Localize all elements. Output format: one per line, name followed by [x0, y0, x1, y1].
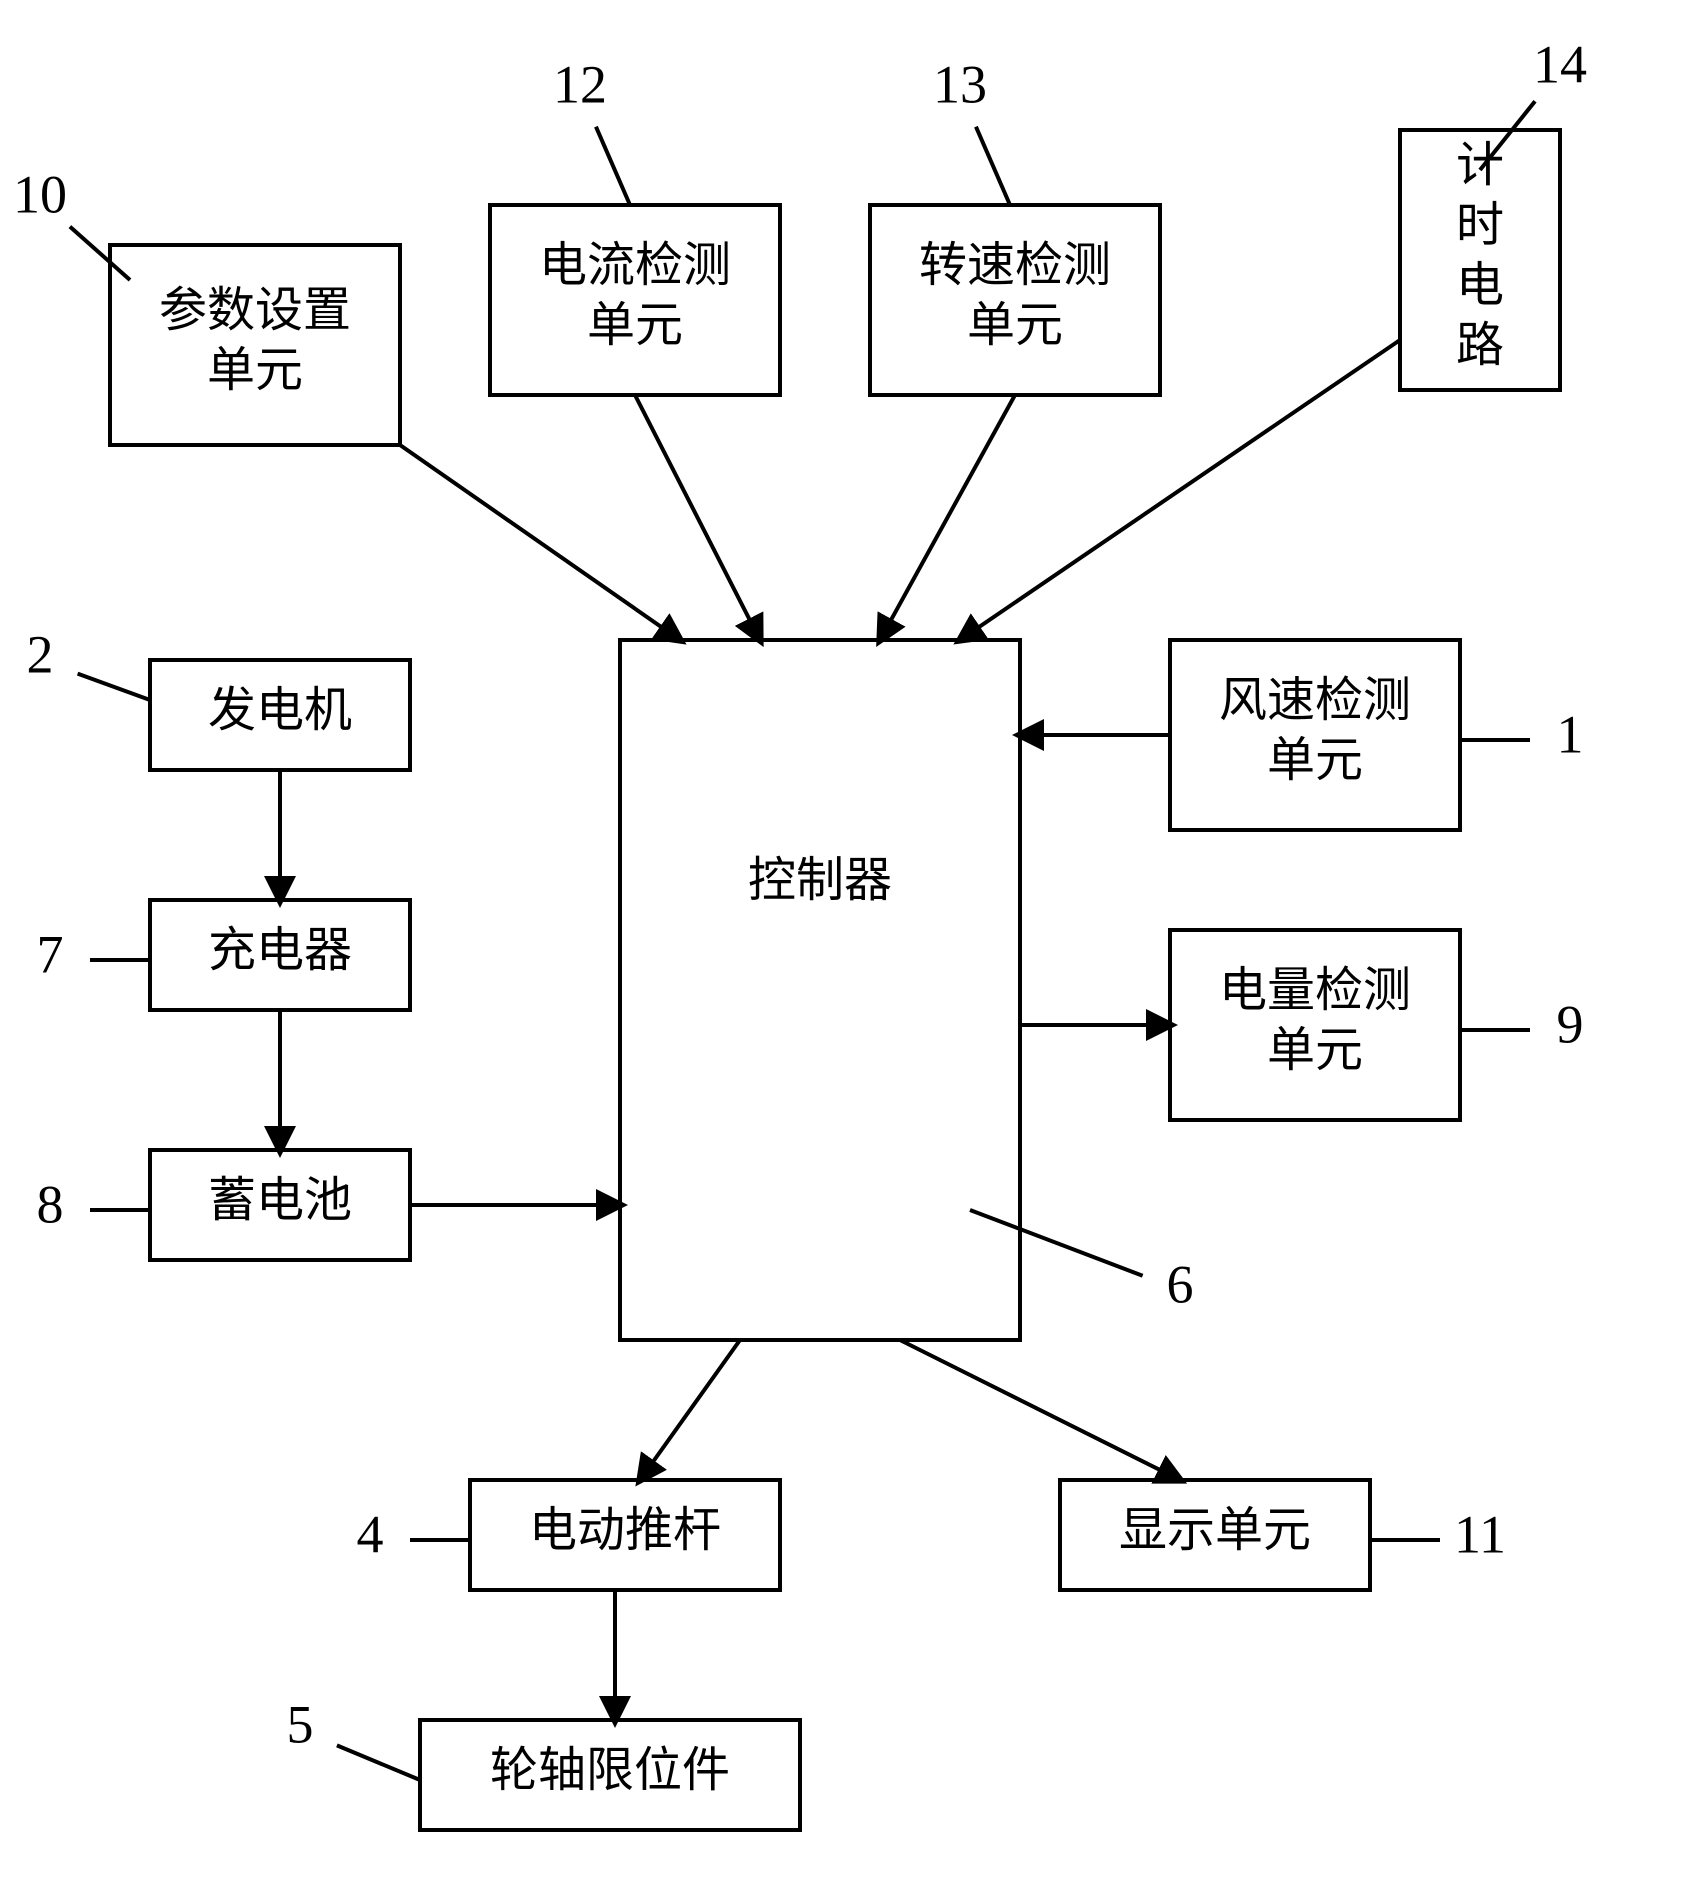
node-box — [620, 640, 1020, 1340]
ref-label-6: 6 — [970, 1210, 1194, 1314]
node-n12: 电流检测单元 — [490, 205, 780, 395]
ref-label-5: 5 — [287, 1694, 421, 1780]
node-n10: 参数设置单元 — [110, 245, 400, 445]
ref-number: 7 — [37, 924, 64, 984]
ref-number: 13 — [933, 54, 987, 114]
node-label: 发电机 — [208, 684, 352, 737]
nodes-layer: 参数设置单元 电流检测单元 转速检测单元 计时电路发电机充电器蓄电池 控制器 风速检测单元… — [110, 130, 1560, 1830]
node-label: 电量检测单元 — [1219, 964, 1411, 1077]
leader-line — [976, 127, 1010, 205]
ref-number: 5 — [287, 1694, 314, 1754]
node-n4: 电动推杆 — [470, 1480, 780, 1590]
node-label: 转速检测单元 — [919, 239, 1111, 352]
ref-label-14: 14 — [1480, 34, 1587, 170]
ref-label-4: 4 — [357, 1504, 471, 1564]
ref-number: 1 — [1557, 704, 1584, 764]
leader-line — [596, 127, 630, 205]
node-label: 计时电路 — [1456, 139, 1504, 372]
edge-n10-n6 — [400, 445, 680, 640]
ref-number: 14 — [1533, 34, 1587, 94]
node-label: 电动推杆 — [529, 1504, 721, 1557]
ref-number: 4 — [357, 1504, 384, 1564]
node-label: 控制器 — [748, 854, 892, 907]
edge-n6-n11 — [900, 1340, 1180, 1480]
node-n9: 电量检测单元 — [1170, 930, 1460, 1120]
ref-label-10: 10 — [13, 164, 130, 280]
leader-line — [78, 674, 150, 700]
ref-label-2: 2 — [27, 624, 151, 700]
ref-number: 9 — [1557, 994, 1584, 1054]
ref-label-8: 8 — [37, 1174, 151, 1234]
ref-number: 2 — [27, 624, 54, 684]
ref-label-12: 12 — [553, 54, 630, 205]
node-n13: 转速检测单元 — [870, 205, 1160, 395]
node-n2: 发电机 — [150, 660, 410, 770]
leader-line — [970, 1210, 1143, 1276]
ref-label-11: 11 — [1370, 1504, 1506, 1564]
node-n7: 充电器 — [150, 900, 410, 1010]
ref-number: 12 — [553, 54, 607, 114]
ref-label-7: 7 — [37, 924, 151, 984]
block-diagram: 参数设置单元 电流检测单元 转速检测单元 计时电路发电机充电器蓄电池 控制器 风速检测单元… — [0, 0, 1692, 1881]
node-n6: 控制器 — [620, 640, 1020, 1340]
node-label: 显示单元 — [1119, 1504, 1311, 1557]
edge-n12-n6 — [635, 395, 760, 640]
ref-number: 10 — [13, 164, 67, 224]
node-label: 电流检测单元 — [539, 239, 731, 352]
node-label: 参数设置单元 — [159, 284, 351, 397]
ref-number: 8 — [37, 1174, 64, 1234]
node-label: 风速检测单元 — [1219, 674, 1411, 787]
node-n11: 显示单元 — [1060, 1480, 1370, 1590]
ref-label-9: 9 — [1460, 994, 1584, 1054]
node-n8: 蓄电池 — [150, 1150, 410, 1260]
ref-number: 6 — [1167, 1254, 1194, 1314]
edge-n13-n6 — [880, 395, 1015, 640]
edge-n6-n4 — [640, 1340, 740, 1480]
node-label: 蓄电池 — [208, 1174, 352, 1227]
ref-label-1: 1 — [1460, 704, 1584, 764]
ref-number: 11 — [1454, 1504, 1506, 1564]
leader-line — [1480, 101, 1535, 170]
node-label: 轮轴限位件 — [490, 1744, 730, 1797]
leader-line — [337, 1745, 420, 1780]
node-label: 充电器 — [208, 924, 352, 977]
node-n1: 风速检测单元 — [1170, 640, 1460, 830]
leader-line — [70, 227, 130, 280]
ref-label-13: 13 — [933, 54, 1010, 205]
node-n5: 轮轴限位件 — [420, 1720, 800, 1830]
edge-n14-n6 — [960, 340, 1400, 640]
